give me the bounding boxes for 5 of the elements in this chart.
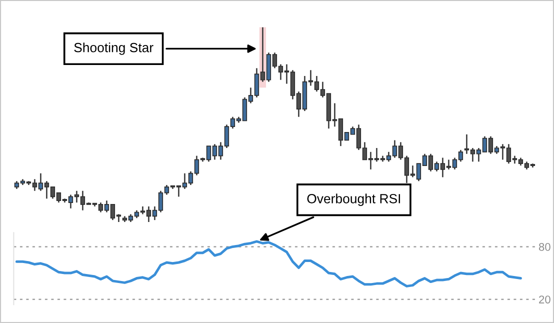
annotation: Shooting Star — [74, 42, 154, 55]
annotation: Overbought RSI — [307, 194, 400, 206]
line-series — [15, 240, 522, 288]
y-tick-label: 20 — [539, 296, 550, 304]
y-tick-label: 80 — [538, 242, 550, 251]
